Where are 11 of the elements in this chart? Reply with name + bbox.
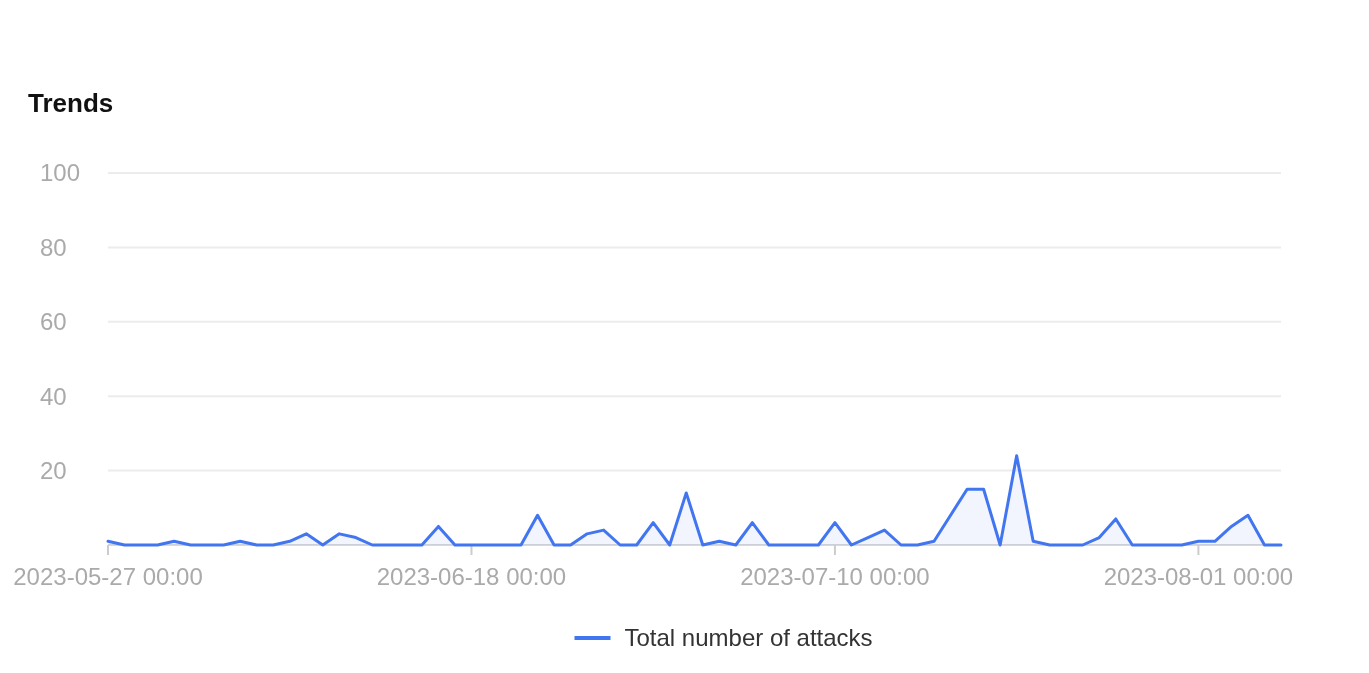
chart-title: Trends <box>28 88 114 118</box>
y-tick-label: 80 <box>40 233 67 261</box>
x-tick-label: 2023-07-10 00:00 <box>740 563 930 590</box>
y-tick-label: 100 <box>40 159 81 187</box>
y-tick-label: 60 <box>40 308 67 336</box>
y-tick-label: 40 <box>40 382 67 410</box>
y-tick-label: 20 <box>40 457 67 484</box>
x-tick-label: 2023-05-27 00:00 <box>13 563 203 590</box>
legend-label: Total number of attacks <box>624 624 873 652</box>
x-tick-label: 2023-08-01 00:00 <box>1103 563 1294 590</box>
x-tick-label: 2023-06-18 00:00 <box>376 563 567 590</box>
